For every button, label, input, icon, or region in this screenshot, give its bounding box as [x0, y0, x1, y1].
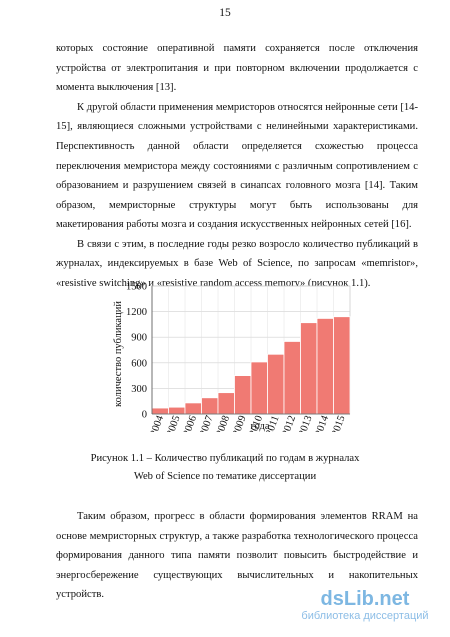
- text-line: Таким образом, прогресс в области формир…: [77, 511, 418, 522]
- x-tick-label-2005: 2005: [165, 414, 183, 432]
- text-line: момента выключения [13].: [56, 82, 177, 93]
- text-line: К другой области применения мемристоров …: [77, 102, 418, 113]
- text-line: журналах, индексируемых в базе Web of Sc…: [56, 258, 418, 269]
- text-line: устройств.: [56, 589, 105, 600]
- bar-2004: [151, 407, 169, 415]
- text-line: основе мемристорных структур, а также ра…: [56, 531, 418, 542]
- x-tick-label-2006: 2006: [182, 414, 200, 432]
- bar-2005: [168, 406, 186, 415]
- caption-line: Рисунок 1.1 – Количество публикаций по г…: [90, 453, 360, 464]
- text-line: образованием и разрушением связей в сина…: [56, 180, 418, 191]
- bar-2006: [184, 402, 202, 415]
- x-tick-label-2007: 2007: [198, 414, 216, 432]
- bar-2010: [250, 361, 268, 415]
- chart-bars: [151, 316, 351, 415]
- x-tick-label-2012: 2012: [281, 414, 299, 432]
- caption-line: Web of Science по тематике диссертации: [133, 471, 317, 482]
- x-tick-label-2004: 2004: [149, 414, 167, 432]
- bar-2008: [217, 392, 235, 415]
- bar-2009: [234, 375, 252, 415]
- watermark-subtitle: библиотека диссертаций: [301, 610, 429, 622]
- text-line: макетирования работы мозга и создания ис…: [56, 219, 412, 230]
- x-tick-label-2015: 2015: [330, 414, 348, 432]
- dslib-watermark: dsLib.net библиотека диссертаций: [286, 588, 444, 623]
- y-tick-label: 300: [131, 384, 147, 395]
- text-line: формирования данного типа памяти позволи…: [56, 550, 418, 561]
- y-tick-label: 600: [131, 358, 147, 369]
- y-tick-label: 0: [142, 410, 147, 421]
- text-line: переключения мемристора между состояниям…: [56, 161, 418, 172]
- y-tick-label: 1200: [126, 307, 147, 318]
- bar-2015: [333, 316, 351, 415]
- bar-2012: [283, 341, 301, 415]
- text-line: 15], являющиеся сложными устройствами с …: [56, 121, 418, 132]
- text-line: энергосбережение существующих вычислител…: [56, 570, 418, 581]
- text-line: «resistive switching» и «resistive rando…: [56, 278, 371, 289]
- text-line: которых состояние оперативной памяти сох…: [56, 43, 418, 54]
- x-tick-label-2013: 2013: [297, 414, 315, 432]
- x-axis-label: года: [251, 421, 270, 432]
- text-line: В связи с этим, в последние годы резко в…: [77, 239, 418, 250]
- x-tick-label-2009: 2009: [231, 414, 249, 432]
- text-line: устройства от электропитания и при повто…: [56, 63, 418, 74]
- bar-2011: [267, 353, 285, 415]
- bar-2014: [316, 318, 334, 415]
- y-tick-label: 1500: [126, 282, 147, 293]
- chart-axes: [151, 286, 350, 415]
- y-axis-label: количество публикаций: [113, 301, 124, 407]
- text-line: образом, мемристорные структуры могут бы…: [56, 200, 418, 211]
- watermark-logo: dsLib.net: [320, 588, 410, 610]
- y-tick-label: 900: [131, 333, 147, 344]
- y-tick-labels: 0 300 600 900 1200 1500: [126, 282, 147, 421]
- bar-2007: [201, 397, 219, 415]
- bar-2013: [300, 322, 318, 415]
- x-tick-label-2014: 2014: [314, 414, 332, 432]
- x-tick-label-2008: 2008: [215, 414, 233, 432]
- page-number: 15: [219, 7, 231, 19]
- text-line: Перспективность данной области определяе…: [56, 141, 418, 152]
